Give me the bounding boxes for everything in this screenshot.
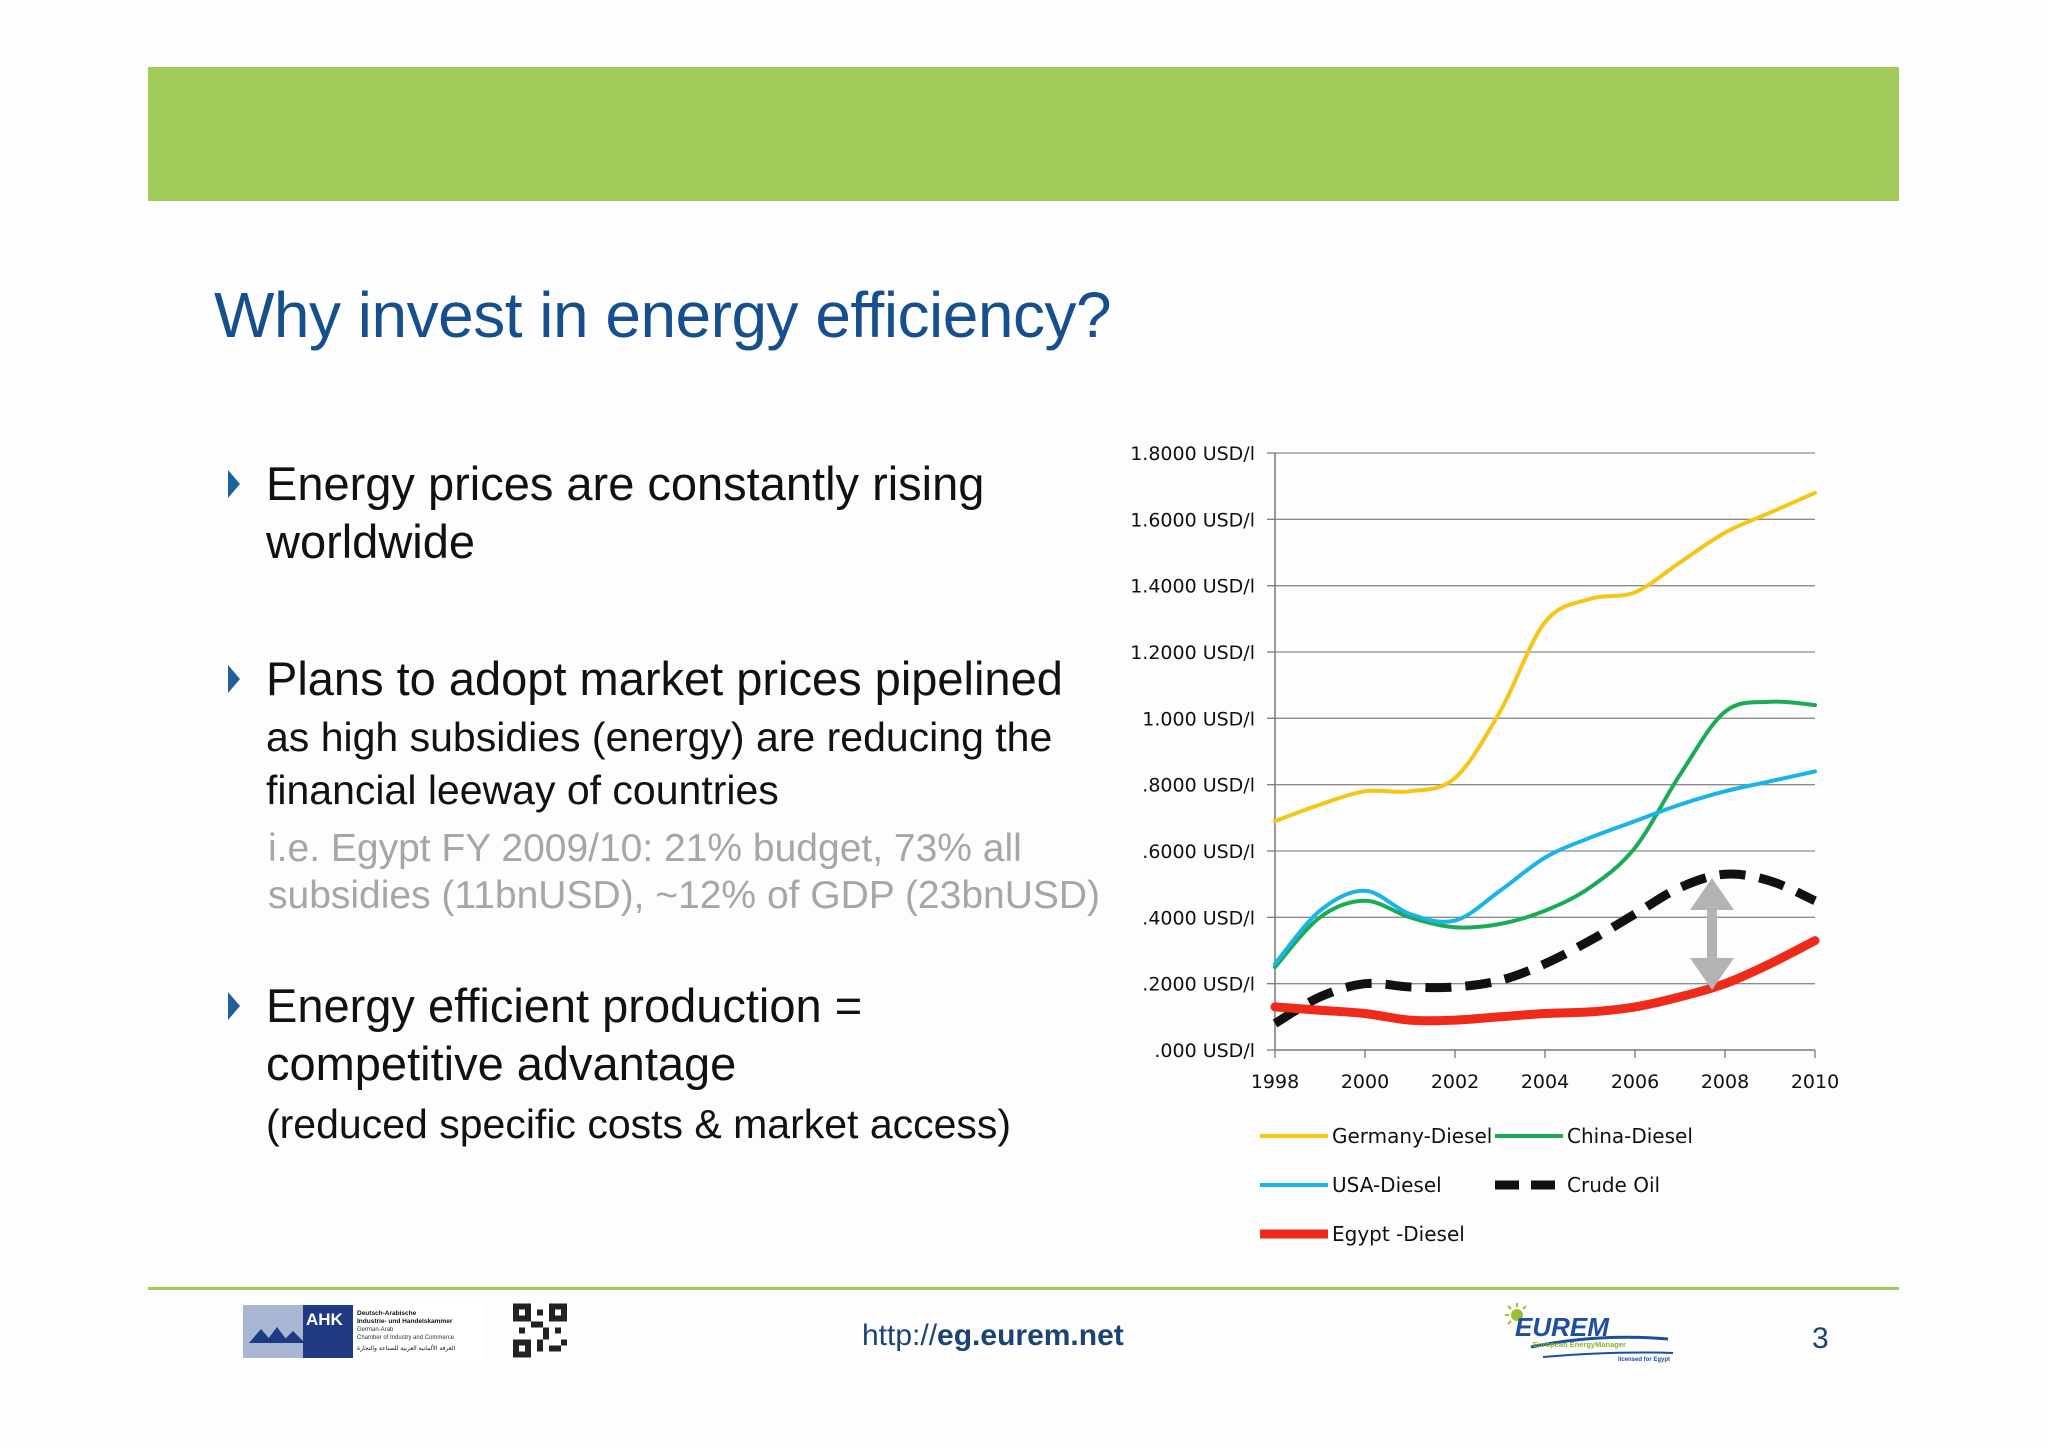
x-tick-label: 2004 — [1521, 1071, 1569, 1093]
series-line-germany-diesel — [1273, 490, 1817, 824]
bullet-1-line-2: worldwide — [266, 515, 475, 568]
footer-divider — [148, 1287, 1899, 1290]
x-tick-label: 2010 — [1791, 1071, 1839, 1093]
y-tick-label: 1.2000 USD/l — [1130, 642, 1255, 664]
series-line-crude-oil — [1272, 869, 1817, 1028]
y-tick-label: .8000 USD/l — [1142, 775, 1255, 797]
x-tick-label: 2008 — [1701, 1071, 1749, 1093]
bullet-3-line-2: competitive advantage — [266, 1037, 737, 1090]
legend-label: China-Diesel — [1567, 1124, 1693, 1148]
website-link[interactable]: http://eg.eurem.net — [862, 1319, 1124, 1352]
chart-gridlines — [1275, 452, 1815, 985]
slide-title: Why invest in energy efficiency? — [214, 279, 1112, 351]
x-tick-label: 2006 — [1611, 1071, 1659, 1093]
legend-label: Crude Oil — [1567, 1173, 1660, 1197]
legend-label: Germany-Diesel — [1332, 1124, 1492, 1148]
ahk-line-4: Chamber of Industry and Commerce — [357, 1335, 455, 1341]
x-tick-label: 1998 — [1251, 1071, 1299, 1093]
y-tick-label: 1.6000 USD/l — [1130, 509, 1255, 531]
y-tick-label: 1.4000 USD/l — [1130, 576, 1255, 598]
bullet-2-sub-line-1: as high subsidies (energy) are reducing … — [266, 714, 1053, 760]
bullet-arrow-icon — [228, 992, 240, 1020]
bullet-arrow-icon — [228, 665, 240, 693]
series-line-china-diesel — [1273, 699, 1817, 970]
ahk-line-2: Industrie- und Handelskammer — [357, 1318, 453, 1325]
bullet-1-line-1: Energy prices are constantly rising — [266, 457, 985, 510]
bullet-2-note-line-1: i.e. Egypt FY 2009/10: 21% budget, 73% a… — [268, 827, 1022, 870]
bullet-3-line-1: Energy efficient production = — [266, 979, 863, 1032]
eurem-tagline: European EnergyManager — [1533, 1340, 1626, 1349]
page-number: 3 — [1812, 1322, 1829, 1355]
x-tick-label: 2000 — [1341, 1071, 1389, 1093]
legend-label: USA-Diesel — [1332, 1173, 1442, 1197]
ahk-line-5: الغرفة الألمانية العربية للصناعة والتجار… — [357, 1344, 455, 1352]
series-lines — [1270, 490, 1820, 1028]
y-axis-tick-labels: .000 USD/l .2000 USD/l .4000 USD/l .6000 US… — [1130, 443, 1255, 1062]
sun-icon — [1505, 1303, 1527, 1325]
bullet-arrow-icon — [228, 470, 240, 498]
header-band — [148, 67, 1899, 201]
ahk-line-3: German-Arab — [357, 1327, 394, 1333]
eurem-logo: EUREM European EnergyManager licensed fo… — [1505, 1303, 1674, 1363]
y-tick-label: .6000 USD/l — [1142, 841, 1255, 863]
price-gap-arrow-icon — [1690, 878, 1734, 990]
y-tick-label: .2000 USD/l — [1142, 974, 1255, 996]
series-line-usa-diesel — [1273, 769, 1817, 966]
x-axis-tick-labels: 1998 2000 2002 2004 2006 2008 2010 — [1251, 1071, 1839, 1093]
chart-axes — [1267, 452, 1816, 1058]
x-tick-label: 2002 — [1431, 1071, 1479, 1093]
chart-legend: Germany-Diesel China-Diesel USA-Diesel Crud… — [1260, 1124, 1693, 1246]
series-line-egypt-diesel — [1270, 936, 1820, 1026]
y-tick-label: 1.000 USD/l — [1142, 708, 1255, 730]
qr-code-icon — [513, 1303, 567, 1358]
ahk-line-1: Deutsch-Arabische — [357, 1310, 417, 1317]
ahk-abbr: AHK — [306, 1310, 344, 1329]
y-tick-label: .4000 USD/l — [1142, 907, 1255, 929]
legend-label: Egypt -Diesel — [1332, 1222, 1465, 1246]
bullet-2-line-1: Plans to adopt market prices pipelined — [266, 652, 1063, 705]
ahk-logo: AHK Deutsch-Arabische Industrie- und Han… — [243, 1303, 483, 1360]
bullet-2-note-line-2: subsidies (11bnUSD), ~12% of GDP (23bnUS… — [268, 874, 1101, 917]
price-line-chart: .000 USD/l .2000 USD/l .4000 USD/l .6000 US… — [1130, 443, 1839, 1246]
bullet-2-sub-line-2: financial leeway of countries — [266, 767, 779, 813]
y-tick-label: .000 USD/l — [1154, 1040, 1255, 1062]
bullet-3-sub-line-1: (reduced specific costs & market access) — [266, 1101, 1012, 1147]
eurem-license: licensed for Egypt — [1618, 1357, 1670, 1363]
y-tick-label: 1.8000 USD/l — [1130, 443, 1255, 465]
